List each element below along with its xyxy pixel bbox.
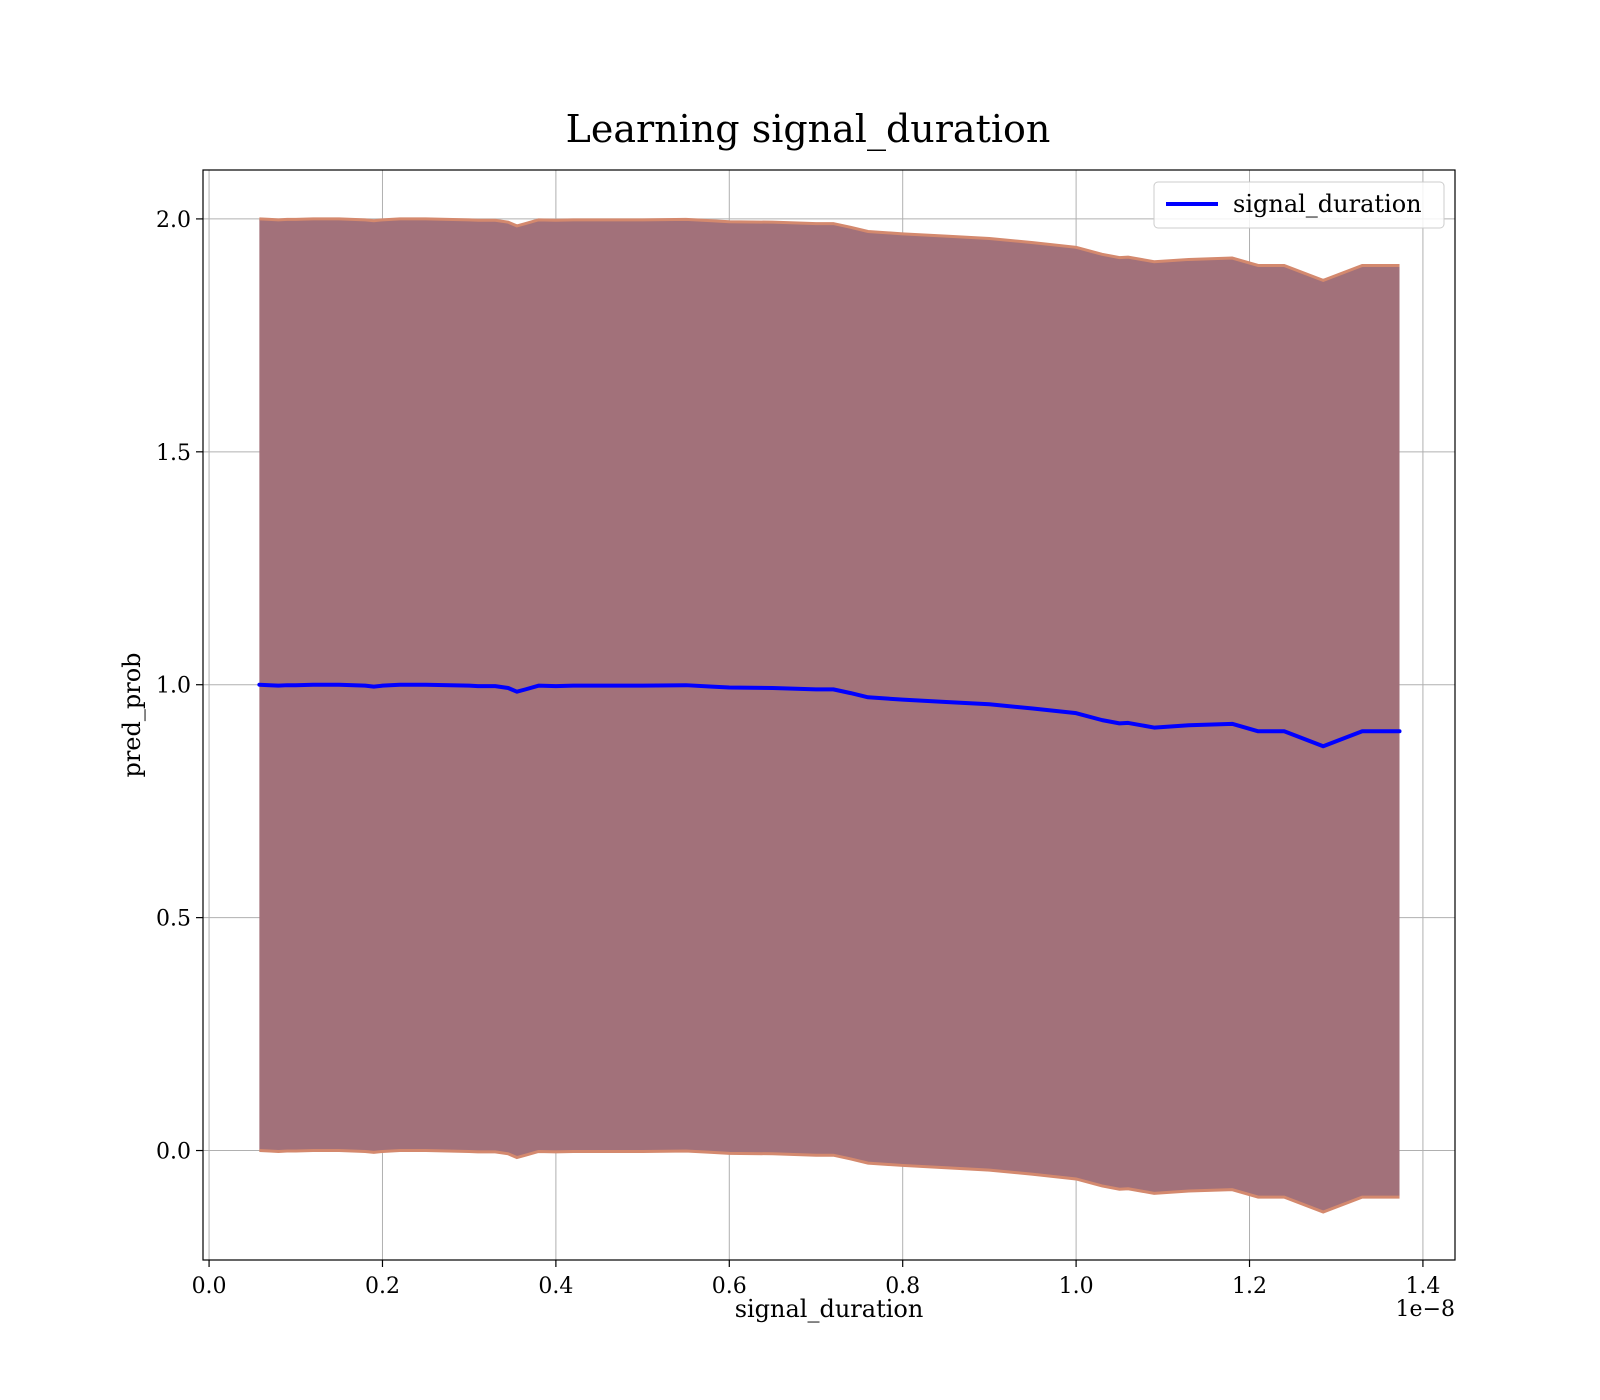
x-axis-ticks: 0.0 0.2 0.4 0.6 0.8 1.0 1.2 1.4 bbox=[192, 1260, 1440, 1299]
y-axis-ticks: 0.0 0.5 1.0 1.5 2.0 bbox=[156, 208, 203, 1165]
x-axis-label: signal_duration bbox=[735, 1295, 924, 1323]
x-tick-label: 0.4 bbox=[538, 1274, 573, 1299]
y-axis-label: pred_prob bbox=[118, 652, 146, 777]
x-tick-label: 0.0 bbox=[192, 1274, 227, 1299]
x-tick-label: 0.2 bbox=[365, 1274, 400, 1299]
y-tick-label: 1.0 bbox=[156, 674, 191, 699]
legend-entry-signal-duration: signal_duration bbox=[1233, 190, 1422, 218]
band-upper-edge bbox=[259, 217, 1400, 283]
band-area bbox=[259, 218, 1400, 1213]
chart-title: Learning signal_duration bbox=[566, 107, 1051, 152]
y-tick-label: 0.0 bbox=[156, 1140, 191, 1165]
x-tick-label: 1.2 bbox=[1232, 1274, 1267, 1299]
y-tick-label: 2.0 bbox=[156, 208, 191, 233]
y-tick-label: 0.5 bbox=[156, 907, 191, 932]
x-tick-label: 1.4 bbox=[1405, 1274, 1440, 1299]
x-tick-label: 1.0 bbox=[1059, 1274, 1094, 1299]
confidence-band bbox=[259, 217, 1400, 1214]
x-tick-label: 0.6 bbox=[712, 1274, 747, 1299]
x-axis-offset-label: 1e−8 bbox=[1396, 1297, 1455, 1322]
band-lower-edge bbox=[259, 1149, 1400, 1214]
series-lines bbox=[257, 682, 1402, 749]
plot-frame bbox=[202, 169, 1456, 1261]
series-line-signal-duration bbox=[257, 682, 1402, 749]
legend-box bbox=[1153, 181, 1445, 229]
x-tick-label: 0.8 bbox=[885, 1274, 920, 1299]
legend: signal_duration bbox=[1153, 181, 1445, 229]
y-tick-label: 1.5 bbox=[156, 441, 191, 466]
